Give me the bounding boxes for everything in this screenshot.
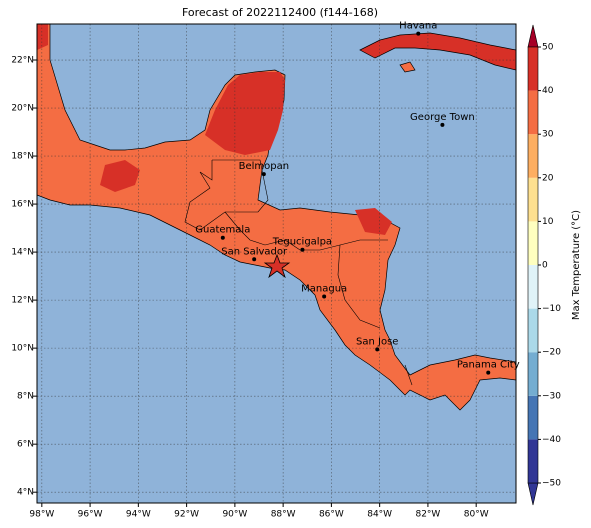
y-tick-label: 18°N [11, 152, 34, 162]
city-label: Belmopan [239, 161, 289, 172]
hot-area [205, 72, 285, 155]
colorbar-band [528, 177, 538, 222]
x-tick-label: 90°W [222, 510, 247, 520]
map-frame [36, 23, 517, 504]
city-dot [220, 235, 225, 240]
colorbar-extend-low [527, 482, 539, 506]
city-dot [486, 370, 491, 375]
colorbar-tick-label: 0 [542, 261, 548, 271]
city-label: Guatemala [195, 225, 250, 236]
x-tick-label: 82°W [415, 510, 440, 520]
city-dot [261, 172, 266, 177]
colorbar-tick-label: 30 [542, 130, 554, 140]
colorbar-label: Max Temperature (°C) [571, 210, 582, 320]
colorbar-tick-label: −10 [542, 304, 561, 314]
colorbar-band [528, 47, 538, 91]
x-tick-label: 84°W [367, 510, 392, 520]
city-dot [440, 122, 445, 127]
colorbar-band [528, 308, 538, 353]
city-label: San Jose [356, 336, 398, 347]
y-tick-label: 22°N [11, 56, 34, 66]
y-tick-label: 6°N [17, 440, 34, 450]
colorbar-tick-label: −40 [542, 435, 561, 445]
colorbar-band [528, 90, 538, 135]
y-tick-label: 10°N [11, 344, 34, 354]
colorbar-extend-high [527, 24, 539, 48]
colorbar-tick-label: 10 [542, 217, 554, 227]
colorbar-tick-label: 50 [542, 43, 554, 53]
border [404, 364, 413, 386]
x-tick-label: 88°W [271, 510, 296, 520]
land [37, 24, 516, 411]
y-tick-label: 8°N [17, 392, 34, 402]
city-label: San Salvador [221, 246, 288, 257]
x-tick-label: 96°W [78, 510, 103, 520]
x-tick-label: 86°W [319, 510, 344, 520]
cuba [359, 32, 516, 71]
x-tick-label: 92°W [174, 510, 199, 520]
city-dot [416, 31, 421, 36]
city-label: Panama City [457, 360, 520, 371]
jamaica [399, 61, 416, 73]
x-tick-label: 98°W [29, 510, 54, 520]
colorbar-band [528, 395, 538, 440]
y-tick-label: 14°N [11, 248, 34, 258]
y-tick-label: 4°N [17, 488, 34, 498]
city-dot [375, 347, 380, 352]
x-tick-label: 94°W [126, 510, 151, 520]
colorbar-band [528, 352, 538, 396]
border [184, 159, 269, 231]
city-label: George Town [410, 112, 475, 123]
hot-area [355, 208, 392, 235]
star-marker [263, 253, 291, 279]
colorbar-tick-label: −30 [542, 391, 561, 401]
colorbar-tick-label: −20 [542, 348, 561, 358]
y-tick-label: 12°N [11, 296, 34, 306]
colorbar-band [528, 221, 538, 265]
city-label: Tegucigalpa [272, 237, 332, 248]
colorbar-tick-label: 20 [542, 173, 554, 183]
land-layer [37, 24, 516, 411]
colorbar-tick-label: −50 [542, 479, 561, 489]
city-label: Managua [301, 284, 347, 295]
colorbar-band [528, 439, 538, 483]
city-dot [300, 247, 305, 252]
colorbar-band [528, 134, 538, 178]
y-tick-label: 16°N [11, 200, 34, 210]
colorbar-band [528, 265, 538, 309]
y-tick-label: 20°N [11, 104, 34, 114]
border [224, 211, 388, 251]
hot-area [37, 24, 48, 50]
hot-area [100, 160, 140, 192]
city-label: Havana [399, 21, 437, 32]
city-dot [322, 294, 327, 299]
x-tick-label: 80°W [464, 510, 489, 520]
colorbar-tick-label: 40 [542, 86, 554, 96]
map-title: Forecast of 2022112400 (f144-168) [182, 6, 378, 19]
city-dot [252, 257, 257, 262]
